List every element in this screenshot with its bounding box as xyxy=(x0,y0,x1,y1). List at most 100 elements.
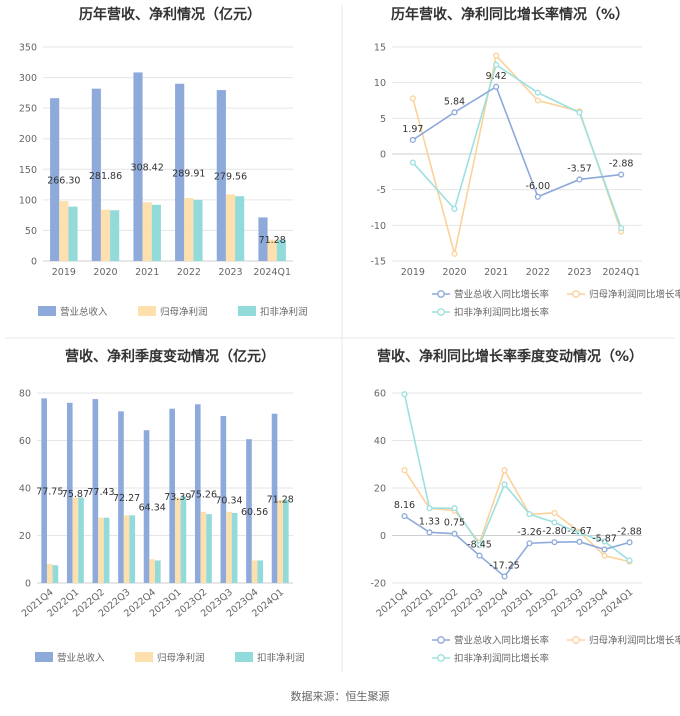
legend-label: 归母净利润 xyxy=(157,652,205,664)
y-tick-label: -10 xyxy=(370,221,386,232)
data-point xyxy=(451,109,458,116)
data-point xyxy=(551,509,558,516)
data-point xyxy=(576,538,583,545)
y-tick-label: 40 xyxy=(374,436,386,447)
series-line xyxy=(412,85,622,198)
bar-net-profit xyxy=(46,564,53,583)
y-tick-label: 5 xyxy=(380,114,386,125)
y-tick-label: 0 xyxy=(31,257,37,268)
data-point xyxy=(451,205,458,212)
data-label: 9.42 xyxy=(486,71,507,82)
y-tick-label: 200 xyxy=(19,134,37,145)
data-label: 73.39 xyxy=(164,492,191,503)
data-label: 1.33 xyxy=(419,516,440,527)
bar-net-profit xyxy=(251,560,258,583)
bar-net-profit xyxy=(72,497,79,583)
bar-deducted-profit xyxy=(155,560,161,583)
series-line xyxy=(403,394,630,562)
data-label: 0.75 xyxy=(444,518,465,529)
legend-label: 扣非净利润同比增长率 xyxy=(454,653,550,665)
data-label: -3.57 xyxy=(567,163,592,174)
bar-revenue xyxy=(66,402,73,583)
data-point xyxy=(534,193,541,200)
data-label: 60.56 xyxy=(241,507,268,518)
bar-deducted-profit xyxy=(129,515,136,583)
bar-net-profit xyxy=(200,511,207,583)
data-label: 70.34 xyxy=(215,495,242,506)
data-point xyxy=(476,552,483,559)
chart-title: 历年营收、净利情况（亿元） xyxy=(79,6,261,23)
bar-revenue xyxy=(258,217,268,261)
legend-marker xyxy=(572,290,580,298)
data-label: 75.87 xyxy=(62,489,89,500)
bar-net-profit xyxy=(123,515,130,583)
bar-net-profit xyxy=(267,239,277,261)
y-tick-label: -15 xyxy=(370,257,386,268)
data-point xyxy=(409,159,416,166)
data-point xyxy=(451,250,458,257)
bar-deducted-profit xyxy=(193,199,203,261)
bar-deducted-profit xyxy=(235,196,245,261)
bar-revenue xyxy=(50,98,60,261)
bar-net-profit xyxy=(174,497,181,583)
bar-deducted-profit xyxy=(78,497,84,583)
data-point xyxy=(401,513,408,520)
data-point xyxy=(426,529,433,536)
bar-net-profit xyxy=(225,194,236,261)
bar-net-profit xyxy=(100,209,111,261)
data-point xyxy=(401,391,408,398)
data-point xyxy=(626,557,633,564)
data-point xyxy=(401,467,408,474)
x-tick-label: 2019 xyxy=(401,267,425,278)
data-label: -5.87 xyxy=(592,533,617,544)
bar-net-profit xyxy=(142,202,152,261)
quarterly-growth-panel: 营收、净利同比增长率季度变动情况（%） -2002040602021Q42022… xyxy=(370,348,680,665)
y-tick-label: 250 xyxy=(19,104,37,115)
data-point xyxy=(601,546,608,553)
annual-growth-panel: 历年营收、净利同比增长率情况（%） -15 -10 -5 0 5 10 15 2019 2020… xyxy=(370,6,680,319)
bar-revenue xyxy=(118,411,124,583)
y-tick-label: 0 xyxy=(380,150,386,161)
x-tick-label: 2023 xyxy=(567,267,591,278)
data-label: -2.88 xyxy=(609,159,634,170)
data-point xyxy=(601,538,608,545)
data-label: 1.97 xyxy=(402,124,423,135)
data-point xyxy=(501,573,508,580)
bar-revenue xyxy=(92,399,99,583)
y-tick-label: 100 xyxy=(19,195,37,206)
data-point xyxy=(409,95,416,102)
data-label: -3.26 xyxy=(517,527,542,538)
bar-revenue xyxy=(220,415,227,583)
bar-deducted-profit xyxy=(283,499,289,583)
y-tick-label: 60 xyxy=(19,436,31,447)
data-point xyxy=(601,552,608,559)
x-tick-label: 2022 xyxy=(177,267,201,278)
legend-swatch xyxy=(35,652,53,662)
bar-revenue xyxy=(271,413,278,583)
y-tick-label: 10 xyxy=(374,78,386,89)
chart-title: 历年营收、净利同比增长率情况（%） xyxy=(391,6,629,23)
data-point xyxy=(451,505,458,512)
bar-deducted-profit xyxy=(276,239,286,261)
data-label: 77.75 xyxy=(36,487,63,498)
data-point xyxy=(451,530,458,537)
x-tick-label: 2019 xyxy=(52,267,76,278)
legend-marker xyxy=(437,290,445,298)
bar-revenue xyxy=(246,439,252,583)
data-label: -2.67 xyxy=(567,526,592,537)
y-tick-label: 300 xyxy=(19,73,37,84)
legend-label: 营业总收入同比增长率 xyxy=(454,289,550,301)
data-point xyxy=(493,83,500,90)
data-label: 266.30 xyxy=(47,176,80,187)
bar-net-profit xyxy=(226,511,232,583)
data-point xyxy=(534,97,541,104)
bar-net-profit xyxy=(98,517,104,583)
x-tick-label: 2024Q1 xyxy=(253,267,291,278)
bar-revenue xyxy=(133,72,143,261)
legend-marker xyxy=(437,308,445,316)
data-label: 75.26 xyxy=(190,490,217,501)
y-tick-label: 150 xyxy=(19,165,37,176)
bar-revenue xyxy=(169,408,175,583)
data-label: 279.56 xyxy=(214,172,247,183)
